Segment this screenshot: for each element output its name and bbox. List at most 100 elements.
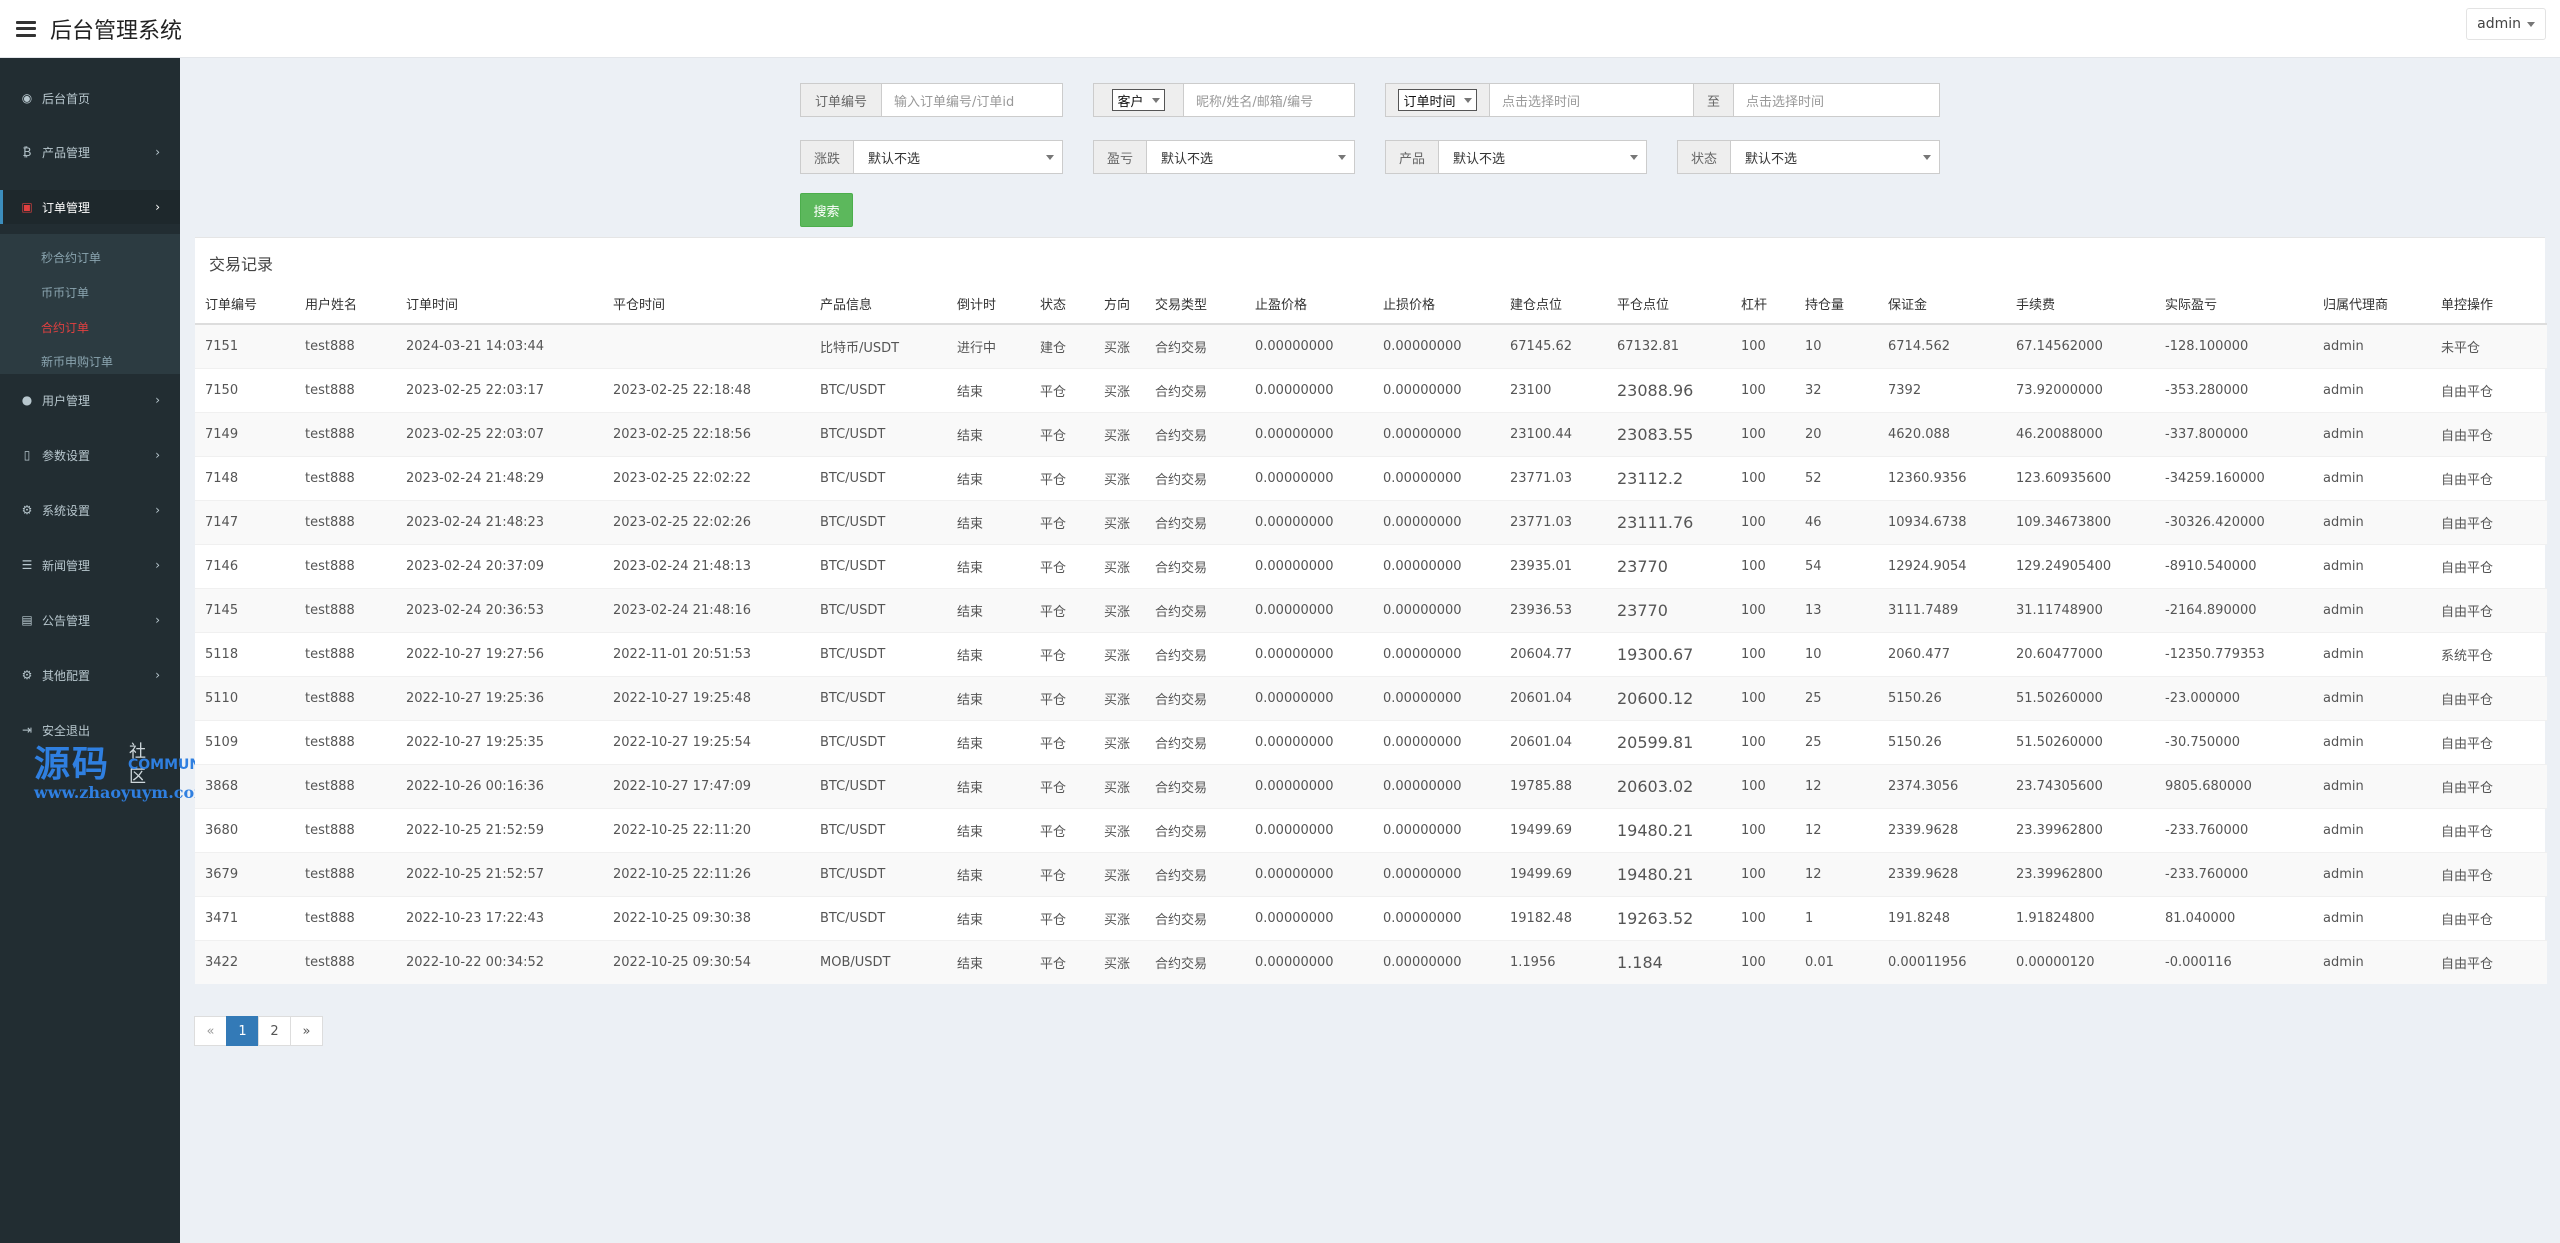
order-number-input[interactable]: 输入订单编号/订单id	[894, 94, 1015, 110]
cell-order-id: 3422	[195, 939, 295, 984]
cell-close-price: 23088.96	[1607, 367, 1731, 412]
cell-stop-loss: 0.00000000	[1373, 851, 1500, 896]
cell-product[interactable]: 比特币/USDT	[810, 323, 947, 368]
sidebar-item-other-config[interactable]: ⚙ 其他配置 ›	[0, 658, 180, 692]
cell-take-profit: 0.00000000	[1245, 675, 1373, 720]
cell-control-action: 自由平仓	[2431, 543, 2547, 588]
cell-product[interactable]: BTC/USDT	[810, 367, 947, 412]
submenu-new-coin-orders[interactable]: 新币申购订单	[41, 355, 114, 369]
time-select-addon: 订单时间	[1386, 84, 1490, 116]
cell-user-name[interactable]: test888	[295, 631, 396, 676]
submenu-coin-orders[interactable]: 币币订单	[41, 286, 90, 300]
customer-input[interactable]: 昵称/姓名/邮箱/编号	[1196, 94, 1314, 110]
cell-agent: admin	[2313, 895, 2431, 940]
table-row: 7148 test888 2023-02-24 21:48:29 2023-02-25…	[195, 455, 2547, 500]
chevron-right-icon: ›	[155, 145, 160, 159]
cell-product[interactable]: BTC/USDT	[810, 895, 947, 940]
cell-user-name[interactable]: test888	[295, 939, 396, 984]
product-select[interactable]: 默认不选	[1439, 141, 1646, 173]
submenu-second-contract-orders[interactable]: 秒合约订单	[41, 251, 102, 265]
cell-stop-loss: 0.00000000	[1373, 323, 1500, 368]
sidebar-item-news[interactable]: ☰ 新闻管理 ›	[0, 548, 180, 582]
sidebar-item-system[interactable]: ⚙ 系统设置 ›	[0, 493, 180, 527]
rise-fall-select[interactable]: 默认不选	[854, 141, 1062, 173]
cell-user-name[interactable]: test888	[295, 807, 396, 852]
cell-countdown: 结束	[947, 895, 1030, 940]
cell-order-id: 7151	[195, 323, 295, 368]
cell-close-time: 2022-10-27 19:25:48	[603, 675, 810, 720]
cell-product[interactable]: BTC/USDT	[810, 587, 947, 632]
table-row: 3868 test888 2022-10-26 00:16:36 2022-10-27…	[195, 763, 2547, 808]
cell-user-name[interactable]: test888	[295, 587, 396, 632]
cell-user-name[interactable]: test888	[295, 323, 396, 368]
cell-open-price: 20601.04	[1500, 675, 1607, 720]
submenu-contract-orders[interactable]: 合约订单	[41, 321, 90, 335]
cell-user-name[interactable]: test888	[295, 411, 396, 456]
file-icon: ▯	[23, 448, 31, 462]
sidebar-item-orders[interactable]: ▣ 订单管理 ›	[0, 190, 180, 224]
cell-fee: 20.60477000	[2006, 631, 2155, 676]
sidebar-item-products[interactable]: ₿ 产品管理 ›	[0, 135, 180, 169]
cell-open-price: 23100	[1500, 367, 1607, 412]
table-row: 7145 test888 2023-02-24 20:36:53 2023-02-24…	[195, 587, 2547, 632]
cell-product[interactable]: BTC/USDT	[810, 851, 947, 896]
cell-status: 平仓	[1030, 851, 1094, 896]
cell-product[interactable]: BTC/USDT	[810, 499, 947, 544]
cell-countdown: 结束	[947, 455, 1030, 500]
logout-icon: ⇥	[21, 723, 33, 737]
cell-product[interactable]: BTC/USDT	[810, 763, 947, 808]
customer-type-select[interactable]: 客户	[1112, 89, 1165, 111]
page-1-button[interactable]: 1	[226, 1016, 259, 1046]
cell-user-name[interactable]: test888	[295, 675, 396, 720]
cell-margin: 5150.26	[1878, 719, 2006, 764]
cell-product[interactable]: BTC/USDT	[810, 675, 947, 720]
time-from-input[interactable]: 点击选择时间	[1490, 84, 1694, 116]
cell-user-name[interactable]: test888	[295, 543, 396, 588]
sidebar-item-dashboard[interactable]: ◉ 后台首页	[0, 81, 180, 115]
sidebar-item-params[interactable]: ▯ 参数设置 ›	[0, 438, 180, 472]
list-icon: ☰	[21, 558, 33, 572]
menu-toggle-icon[interactable]	[16, 20, 36, 37]
next-page-button[interactable]: »	[290, 1016, 323, 1046]
cell-position-size: 20	[1795, 411, 1878, 456]
profit-select[interactable]: 默认不选	[1147, 141, 1354, 173]
cell-user-name[interactable]: test888	[295, 851, 396, 896]
cell-product[interactable]: BTC/USDT	[810, 719, 947, 764]
sidebar-item-label: 系统设置	[42, 503, 91, 518]
cell-product[interactable]: MOB/USDT	[810, 939, 947, 984]
cell-user-name[interactable]: test888	[295, 499, 396, 544]
time-type-select[interactable]: 订单时间	[1398, 89, 1477, 111]
sidebar-item-logout[interactable]: ⇥ 安全退出	[0, 713, 180, 747]
status-select[interactable]: 默认不选	[1731, 141, 1939, 173]
search-button[interactable]: 搜索	[800, 193, 853, 227]
cell-status: 平仓	[1030, 631, 1094, 676]
cell-user-name[interactable]: test888	[295, 763, 396, 808]
sidebar-item-users[interactable]: ● 用户管理 ›	[0, 383, 180, 417]
column-header-product: 产品信息	[810, 284, 947, 325]
prev-page-button[interactable]: «	[194, 1016, 227, 1046]
cell-product[interactable]: BTC/USDT	[810, 543, 947, 588]
user-menu[interactable]: admin	[2466, 8, 2546, 40]
cell-order-id: 7150	[195, 367, 295, 412]
cell-stop-loss: 0.00000000	[1373, 719, 1500, 764]
page-2-button[interactable]: 2	[258, 1016, 291, 1046]
cell-user-name[interactable]: test888	[295, 455, 396, 500]
cell-user-name[interactable]: test888	[295, 367, 396, 412]
cell-product[interactable]: BTC/USDT	[810, 807, 947, 852]
cell-take-profit: 0.00000000	[1245, 939, 1373, 984]
cell-close-time: 2022-10-27 17:47:09	[603, 763, 810, 808]
cell-margin: 3111.7489	[1878, 587, 2006, 632]
cell-product[interactable]: BTC/USDT	[810, 455, 947, 500]
cell-close-price: 23112.2	[1607, 455, 1731, 500]
time-to-input[interactable]: 点击选择时间	[1746, 94, 1825, 110]
cell-leverage: 100	[1731, 851, 1795, 896]
cell-trade-type: 合约交易	[1145, 675, 1245, 720]
cell-product[interactable]: BTC/USDT	[810, 411, 947, 456]
cell-product[interactable]: BTC/USDT	[810, 631, 947, 676]
cell-position-size: 54	[1795, 543, 1878, 588]
cell-user-name[interactable]: test888	[295, 895, 396, 940]
sidebar-item-notices[interactable]: ▤ 公告管理 ›	[0, 603, 180, 637]
cell-user-name[interactable]: test888	[295, 719, 396, 764]
cell-leverage: 100	[1731, 719, 1795, 764]
cell-actual-pnl: -353.280000	[2155, 367, 2313, 412]
